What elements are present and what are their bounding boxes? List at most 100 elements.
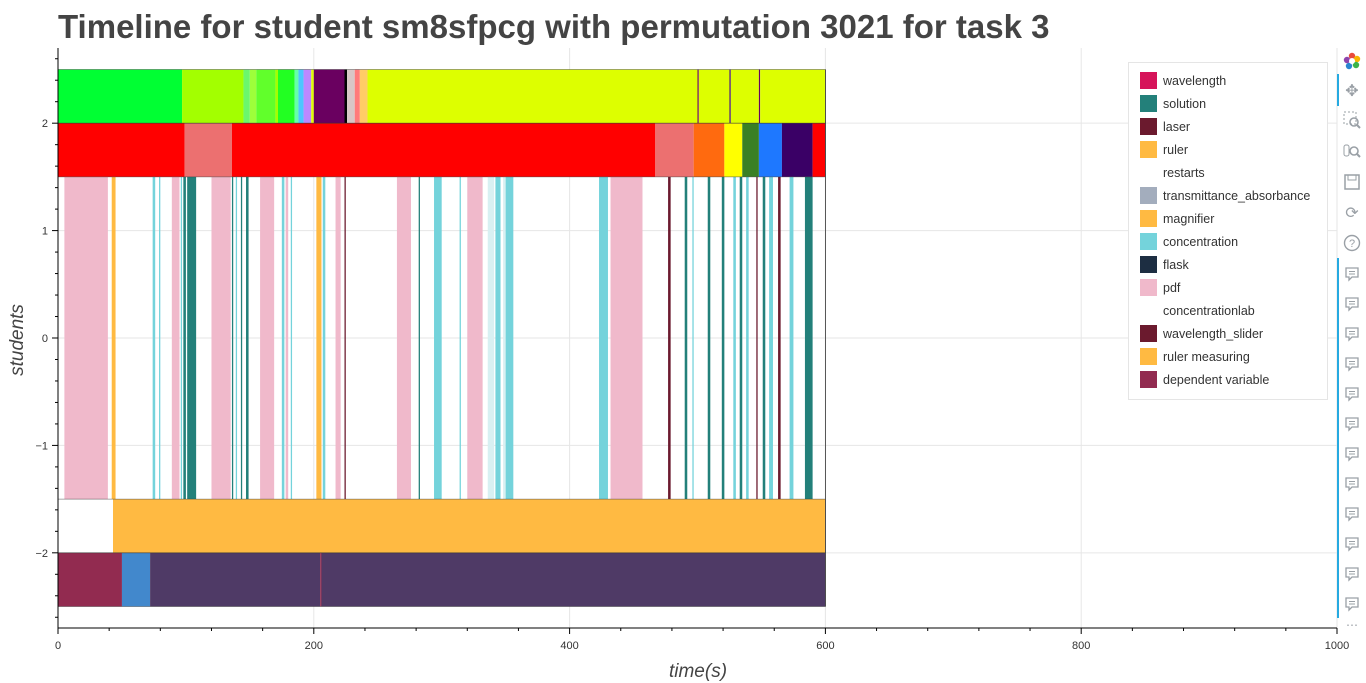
- timeline-segment: [742, 123, 759, 177]
- timeline-segment: [610, 176, 643, 500]
- timeline-segment: [285, 176, 289, 500]
- help-icon[interactable]: ?: [1341, 232, 1363, 254]
- timeline-segment: [183, 176, 186, 500]
- legend-swatch: [1140, 164, 1157, 181]
- timeline-segment: [322, 176, 326, 500]
- legend-item[interactable]: solution: [1129, 92, 1327, 115]
- box-zoom-icon[interactable]: [1341, 109, 1363, 131]
- chart-legend: wavelength solution laser ruler restarts tran…: [1128, 62, 1328, 400]
- legend-label: flask: [1163, 257, 1189, 272]
- timeline-bars: [57, 69, 826, 607]
- legend-item[interactable]: magnifier: [1129, 207, 1327, 230]
- timeline-segment: [211, 176, 231, 500]
- legend-item[interactable]: pdf: [1129, 276, 1327, 299]
- legend-item[interactable]: concentration: [1129, 230, 1327, 253]
- legend-item[interactable]: restarts: [1129, 161, 1327, 184]
- timeline-segment: [294, 69, 299, 124]
- reset-icon[interactable]: ⟳: [1345, 205, 1359, 222]
- axes: 0 200 400 600 800 1000 2 1 0 −1 −2: [35, 48, 1349, 652]
- timeline-segment: [789, 176, 794, 500]
- legend-item[interactable]: ruler: [1129, 138, 1327, 161]
- svg-text:?: ?: [1349, 238, 1355, 250]
- timeline-segment: [812, 123, 826, 177]
- x-tick-label: 1000: [1325, 640, 1349, 652]
- timeline-segment: [335, 176, 341, 500]
- active-tool-indicator: [1337, 74, 1339, 106]
- timeline-segment: [281, 176, 285, 500]
- legend-item[interactable]: transmittance_absorbance: [1129, 184, 1327, 207]
- legend-swatch: [1140, 187, 1157, 204]
- legend-item[interactable]: flask: [1129, 253, 1327, 276]
- timeline-segment: [756, 176, 758, 500]
- timeline-segment: [693, 123, 725, 177]
- legend-label: restarts: [1163, 165, 1205, 180]
- timeline-segment: [111, 176, 116, 500]
- hover-icon[interactable]: [1341, 563, 1363, 585]
- timeline-segment: [467, 176, 483, 500]
- legend-swatch: [1140, 325, 1157, 342]
- hover-icon[interactable]: [1341, 353, 1363, 375]
- legend-swatch: [1140, 279, 1157, 296]
- timeline-segment: [781, 123, 813, 177]
- timeline-segment: [182, 69, 244, 124]
- timeline-segment: [231, 176, 234, 500]
- timeline-segment: [159, 176, 161, 500]
- timeline-segment: [150, 552, 321, 607]
- hover-icon[interactable]: [1341, 443, 1363, 465]
- hover-icon[interactable]: [1341, 413, 1363, 435]
- hover-icon[interactable]: [1341, 473, 1363, 495]
- hover-icon[interactable]: [1341, 323, 1363, 345]
- hover-icon[interactable]: [1341, 383, 1363, 405]
- legend-swatch: [1140, 371, 1157, 388]
- timeline-segment: [746, 176, 749, 500]
- hover-icon[interactable]: [1341, 293, 1363, 315]
- timeline-segment: [459, 176, 461, 500]
- legend-swatch: [1140, 302, 1157, 319]
- hover-icon[interactable]: [1341, 263, 1363, 285]
- legend-label: ruler measuring: [1163, 349, 1250, 364]
- legend-label: pdf: [1163, 280, 1181, 295]
- legend-item[interactable]: wavelength_slider: [1129, 322, 1327, 345]
- legend-label: concentration: [1163, 234, 1239, 249]
- timeline-segment: [758, 69, 761, 124]
- legend-item[interactable]: laser: [1129, 115, 1327, 138]
- timeline-segment: [290, 176, 293, 500]
- timeline-segment: [231, 123, 656, 177]
- timeline-segment: [187, 176, 197, 500]
- timeline-segment: [58, 123, 185, 177]
- more-tools-icon[interactable]: ⋯: [1346, 618, 1358, 632]
- legend-item[interactable]: ruler measuring: [1129, 345, 1327, 368]
- timeline-segment: [321, 552, 826, 607]
- hover-icon[interactable]: [1341, 503, 1363, 525]
- legend-item[interactable]: dependent variable: [1129, 368, 1327, 391]
- x-tick-label: 200: [305, 640, 323, 652]
- timeline-segment: [277, 69, 295, 124]
- timeline-segment: [184, 123, 232, 177]
- save-icon[interactable]: [1341, 171, 1363, 193]
- x-tick-label: 400: [560, 640, 578, 652]
- timeline-segment: [58, 69, 183, 124]
- legend-swatch: [1140, 118, 1157, 135]
- pan-icon[interactable]: ✥: [1345, 83, 1359, 100]
- legend-item[interactable]: wavelength: [1129, 69, 1327, 92]
- legend-label: solution: [1163, 96, 1207, 111]
- legend-label: laser: [1163, 119, 1191, 134]
- timeline-segment: [152, 176, 156, 500]
- timeline-segment: [347, 69, 355, 124]
- timeline-segment: [344, 69, 348, 124]
- bokeh-logo-icon[interactable]: [1341, 50, 1363, 72]
- legend-swatch: [1140, 256, 1157, 273]
- legend-item[interactable]: concentrationlab: [1129, 299, 1327, 322]
- y-axis-label: students: [7, 304, 28, 376]
- timeline-segment: [698, 69, 730, 124]
- timeline-segment: [316, 176, 322, 500]
- y-tick-label: −1: [35, 440, 48, 452]
- timeline-segment: [298, 69, 304, 124]
- wheel-zoom-icon[interactable]: [1341, 140, 1363, 162]
- legend-label: transmittance_absorbance: [1163, 188, 1311, 203]
- hover-icon[interactable]: [1341, 593, 1363, 615]
- hover-icon[interactable]: [1341, 533, 1363, 555]
- timeline-segment: [692, 176, 694, 500]
- timeline-segment: [487, 176, 495, 500]
